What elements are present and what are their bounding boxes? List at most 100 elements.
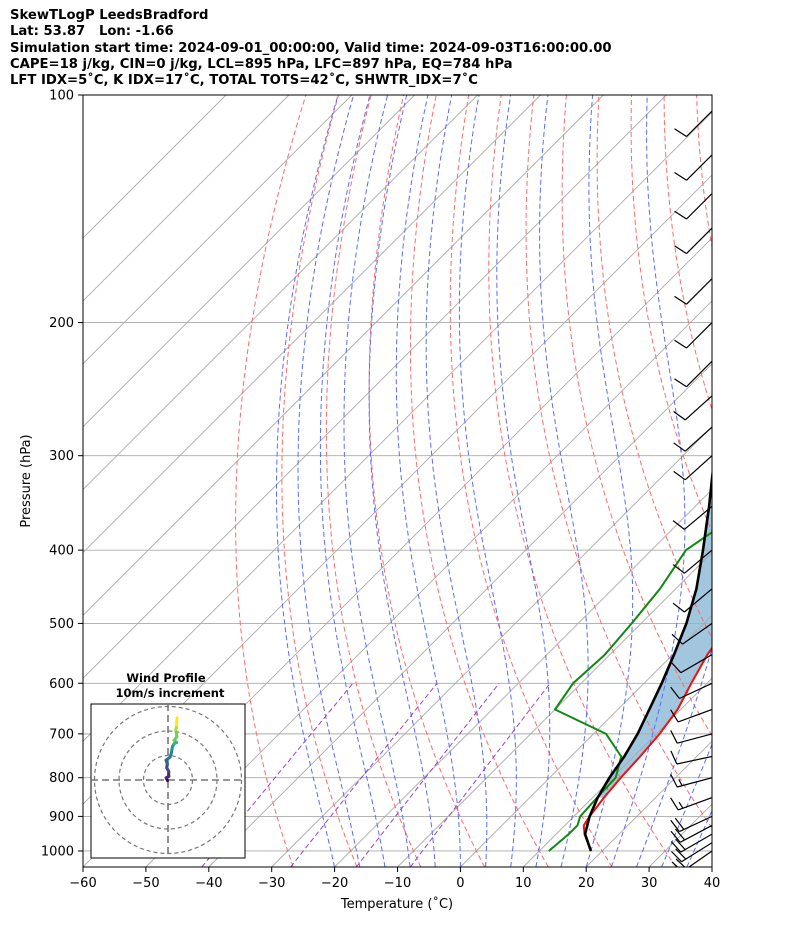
isotherm-line bbox=[83, 95, 604, 617]
isotherm-line bbox=[522, 677, 712, 867]
y-tick-label: 300 bbox=[49, 449, 74, 464]
isotherm-line bbox=[83, 95, 353, 365]
dry-adiabat bbox=[409, 95, 549, 867]
x-tick-label: −10 bbox=[384, 876, 411, 891]
x-tick-label: −50 bbox=[132, 876, 159, 891]
cape-shading bbox=[597, 479, 712, 798]
y-axis-label: Pressure (hPa) bbox=[19, 434, 34, 527]
wind-barb bbox=[670, 708, 712, 723]
isotherm-line bbox=[83, 95, 541, 554]
isotherm-line bbox=[397, 551, 712, 867]
chart-header: SkewTLogP LeedsBradford Lat: 53.87 Lon: … bbox=[10, 8, 612, 89]
dry-adiabat bbox=[561, 95, 712, 737]
wind-barb bbox=[670, 730, 712, 744]
isotherm-line bbox=[460, 614, 712, 867]
stability-indices-1: CAPE=18 j/kg, CIN=0 j/kg, LCL=895 hPa, L… bbox=[10, 56, 513, 72]
x-tick-label: 0 bbox=[456, 876, 464, 891]
isobar-lines bbox=[83, 95, 712, 852]
parcel-path bbox=[583, 466, 712, 852]
mixing-ratio-lines bbox=[201, 682, 551, 867]
y-tick-label: 900 bbox=[49, 810, 74, 825]
x-tick-label: 10 bbox=[515, 876, 532, 891]
dry-adiabat bbox=[630, 95, 712, 534]
wind-barb bbox=[670, 774, 712, 788]
dry-adiabat bbox=[235, 95, 307, 867]
x-tick-label: −60 bbox=[69, 876, 96, 891]
isotherm-line bbox=[83, 111, 712, 742]
x-tick-label: −20 bbox=[321, 876, 348, 891]
moist-adiabat-lines bbox=[276, 95, 794, 867]
wind-barb bbox=[674, 322, 712, 349]
dry-adiabat bbox=[368, 95, 485, 867]
y-tick-label: 1000 bbox=[41, 844, 74, 859]
dry-adiabat bbox=[281, 95, 358, 867]
moist-adiabat bbox=[636, 646, 712, 867]
simulation-times: Simulation start time: 2024-09-01_00:00:… bbox=[10, 40, 612, 56]
hodograph-subtitle: 10m/s increment bbox=[116, 686, 225, 700]
stability-indices-2: LFT IDX=5˚C, K IDX=17˚C, TOTAL TOTS=42˚C… bbox=[10, 73, 478, 89]
dry-adiabat bbox=[729, 95, 794, 867]
dry-adiabat bbox=[488, 95, 677, 867]
isotherm-line bbox=[208, 363, 712, 867]
x-tick-label: 30 bbox=[641, 876, 658, 891]
wind-barb bbox=[674, 360, 712, 388]
dry-adiabat bbox=[663, 95, 712, 412]
moist-adiabat bbox=[297, 95, 361, 867]
wind-barb bbox=[670, 833, 712, 853]
temperature-profile bbox=[582, 646, 712, 852]
dry-adiabat bbox=[525, 95, 712, 829]
isotherm-line bbox=[83, 95, 667, 679]
moist-adiabat bbox=[425, 95, 488, 867]
isotherm-line bbox=[83, 95, 290, 302]
y-tick-label: 500 bbox=[49, 617, 74, 632]
moist-adiabat bbox=[276, 95, 339, 867]
dry-adiabat bbox=[596, 95, 712, 640]
moist-adiabat bbox=[496, 95, 551, 867]
wind-barb bbox=[672, 505, 712, 530]
wind-barb bbox=[670, 797, 712, 811]
pressure-axis: 100 200 300 400 500 600 700 800 900 1000 bbox=[41, 89, 83, 859]
sounding-profiles bbox=[548, 466, 712, 852]
wind-barb bbox=[670, 682, 712, 700]
mixing-ratio-line bbox=[290, 682, 438, 867]
chart-title: SkewTLogP LeedsBradford bbox=[10, 8, 209, 23]
wind-barb bbox=[670, 815, 712, 833]
hodograph-title: Wind Profile bbox=[126, 671, 206, 685]
hodograph-trace bbox=[164, 716, 179, 782]
moist-adiabat bbox=[458, 95, 517, 867]
wind-barb bbox=[671, 622, 712, 645]
wind-barb bbox=[674, 110, 712, 138]
location-coordinates: Lat: 53.87 Lon: -1.66 bbox=[10, 24, 174, 40]
dry-adiabat bbox=[762, 95, 794, 867]
mixing-ratio-line bbox=[409, 682, 551, 867]
wind-barb bbox=[671, 842, 712, 863]
mixing-ratio-line bbox=[201, 682, 354, 867]
x-tick-label: 20 bbox=[578, 876, 595, 891]
wind-barb bbox=[670, 750, 712, 765]
mixing-ratio-line bbox=[355, 682, 500, 867]
dry-adiabat-lines bbox=[235, 95, 794, 867]
moist-adiabat bbox=[539, 95, 589, 867]
wind-barb bbox=[674, 278, 712, 305]
y-tick-label: 200 bbox=[49, 316, 74, 331]
moist-adiabat bbox=[737, 95, 794, 867]
wind-barb bbox=[672, 588, 712, 613]
wind-profile-inset: Wind Profile 10m/s increment bbox=[90, 671, 246, 859]
isotherm-line bbox=[334, 488, 712, 867]
y-tick-label: 400 bbox=[49, 544, 74, 559]
wind-barbs bbox=[670, 110, 712, 867]
wind-barb bbox=[673, 395, 712, 421]
wind-barb bbox=[670, 654, 712, 674]
moist-adiabat bbox=[368, 95, 436, 867]
dewpoint-profile bbox=[548, 531, 712, 852]
isotherm-line bbox=[145, 300, 712, 867]
cape-area bbox=[597, 479, 712, 798]
moist-adiabat bbox=[319, 95, 386, 867]
moist-adiabat bbox=[661, 743, 712, 867]
isotherm-line bbox=[271, 426, 712, 867]
wind-barb bbox=[674, 154, 712, 181]
wind-barb bbox=[674, 227, 712, 255]
y-tick-label: 100 bbox=[49, 89, 74, 104]
isotherm-line bbox=[83, 95, 227, 239]
